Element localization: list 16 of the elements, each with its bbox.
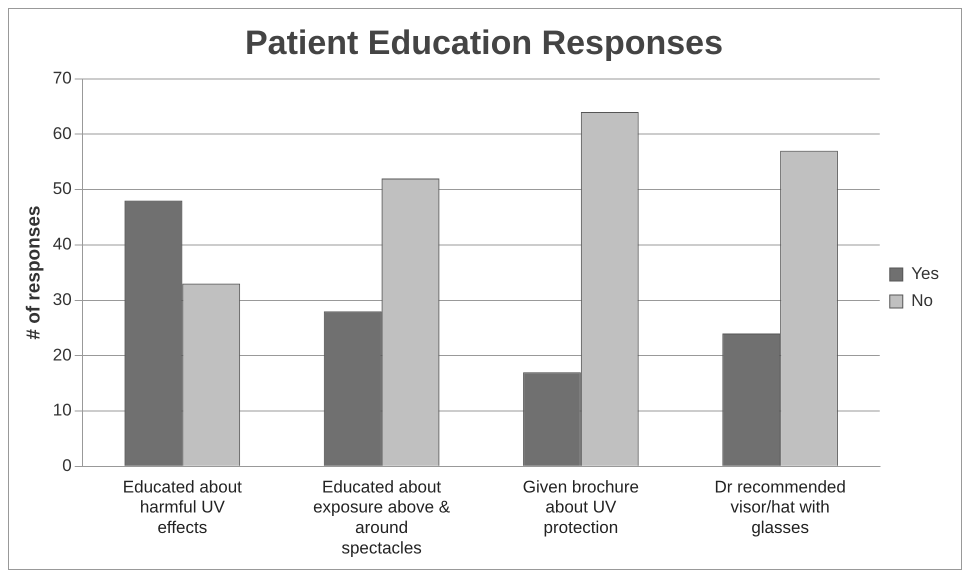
y-tick-label: 0	[62, 456, 72, 476]
y-tick-label: 20	[52, 345, 72, 364]
legend-label: No	[911, 291, 933, 310]
y-tick-label: 70	[52, 68, 72, 88]
y-tick-label: 30	[52, 290, 72, 309]
x-tick-label: Dr recommended visor/hat with glasses	[714, 477, 846, 538]
x-tick-label: Educated about harmful UV effects	[122, 477, 242, 538]
chart-title: Patient Education Responses	[245, 24, 723, 62]
y-tick-label: 40	[52, 234, 72, 254]
legend-label: Yes	[911, 264, 939, 284]
y-axis-title: # of responses	[24, 206, 45, 340]
y-tick-label: 10	[52, 400, 72, 420]
x-tick-label: Given brochure about UV protection	[522, 477, 639, 538]
x-tick-label: Educated about exposure above & around spectacles	[313, 477, 451, 558]
y-tick-label: 60	[52, 124, 72, 143]
y-tick-label: 50	[52, 179, 72, 198]
